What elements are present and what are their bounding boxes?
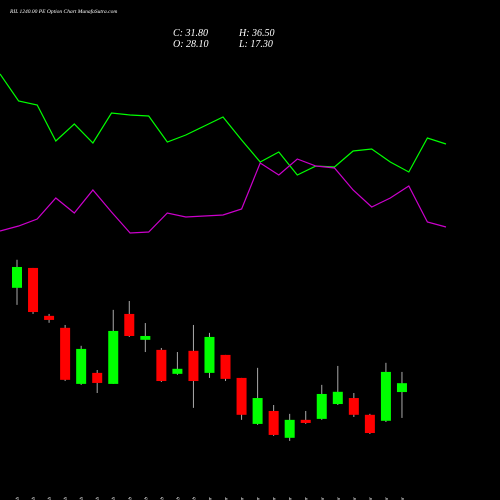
- x-tick-label: 07 Mar: [272, 496, 278, 500]
- candle-body: [12, 266, 22, 288]
- candle-body: [348, 398, 359, 415]
- candle-body: [140, 335, 151, 340]
- x-tick-label: 24 Feb: [126, 497, 133, 500]
- x-tick-label: 28 Feb: [191, 497, 197, 500]
- x-tick-label: 06 Mar: [256, 496, 262, 500]
- chart-title: RIL 1240.00 PE Option Chart MunafaSutra.…: [9, 8, 117, 15]
- x-tick-label: 13 Mar: [336, 496, 342, 500]
- x-tick-label: 12 Mar: [320, 496, 326, 500]
- candle-body: [220, 354, 231, 379]
- x-tick-label: 19 Feb: [79, 497, 85, 500]
- candle-body: [300, 419, 311, 423]
- x-tick-label: 13 Feb: [15, 497, 21, 500]
- x-tick-label: 17 Mar: [352, 496, 358, 500]
- x-tick-label: 19 Mar: [384, 496, 390, 500]
- candle-body: [172, 368, 183, 374]
- x-tick-label: 17 Feb: [47, 497, 53, 500]
- candle-body: [124, 313, 135, 336]
- x-tick-label: 25 Feb: [143, 497, 149, 500]
- candle-body: [252, 398, 263, 424]
- x-tick-label: 27 Feb: [175, 497, 181, 500]
- x-tick-label: 18 Feb: [63, 497, 69, 500]
- candle-body: [316, 393, 327, 419]
- low-label: L: 17.30: [238, 39, 273, 50]
- candle-body: [284, 419, 295, 438]
- x-tick-label: 18 Mar: [368, 496, 374, 500]
- candle-body: [60, 327, 71, 380]
- candle-body: [204, 336, 215, 373]
- x-tick-label: 05 Mar: [240, 496, 246, 500]
- line-series: [0, 158, 447, 234]
- candle-body: [396, 383, 407, 393]
- x-tick-label: 10 Mar: [288, 496, 294, 500]
- open-label: O: 28.10: [173, 39, 209, 50]
- candle-body: [44, 315, 55, 320]
- x-tick-label: 11 Mar: [304, 496, 310, 500]
- candle-body: [364, 414, 375, 434]
- close-label: C: 31.80: [173, 28, 208, 39]
- x-tick-label: 20 Mar: [400, 496, 406, 500]
- x-tick-label: 14 Feb: [30, 497, 37, 500]
- x-tick-label: 21 Feb: [111, 497, 117, 500]
- candle-body: [108, 330, 119, 384]
- line-series: [0, 73, 447, 176]
- candle-body: [380, 371, 391, 421]
- x-tick-label: 03 Mar: [207, 496, 213, 500]
- candle-body: [92, 372, 103, 383]
- candle-body: [332, 391, 343, 405]
- candle-body: [188, 350, 199, 382]
- x-tick-label: 26 Feb: [159, 497, 165, 500]
- x-tick-label: 04 Mar: [223, 496, 230, 500]
- candle-body: [28, 267, 39, 313]
- x-tick-label: 20 Feb: [95, 497, 101, 500]
- candle-body: [156, 349, 167, 382]
- candle-body: [268, 410, 279, 435]
- candle-body: [236, 377, 247, 415]
- candle-body: [76, 348, 87, 384]
- high-label: H: 36.50: [238, 28, 275, 39]
